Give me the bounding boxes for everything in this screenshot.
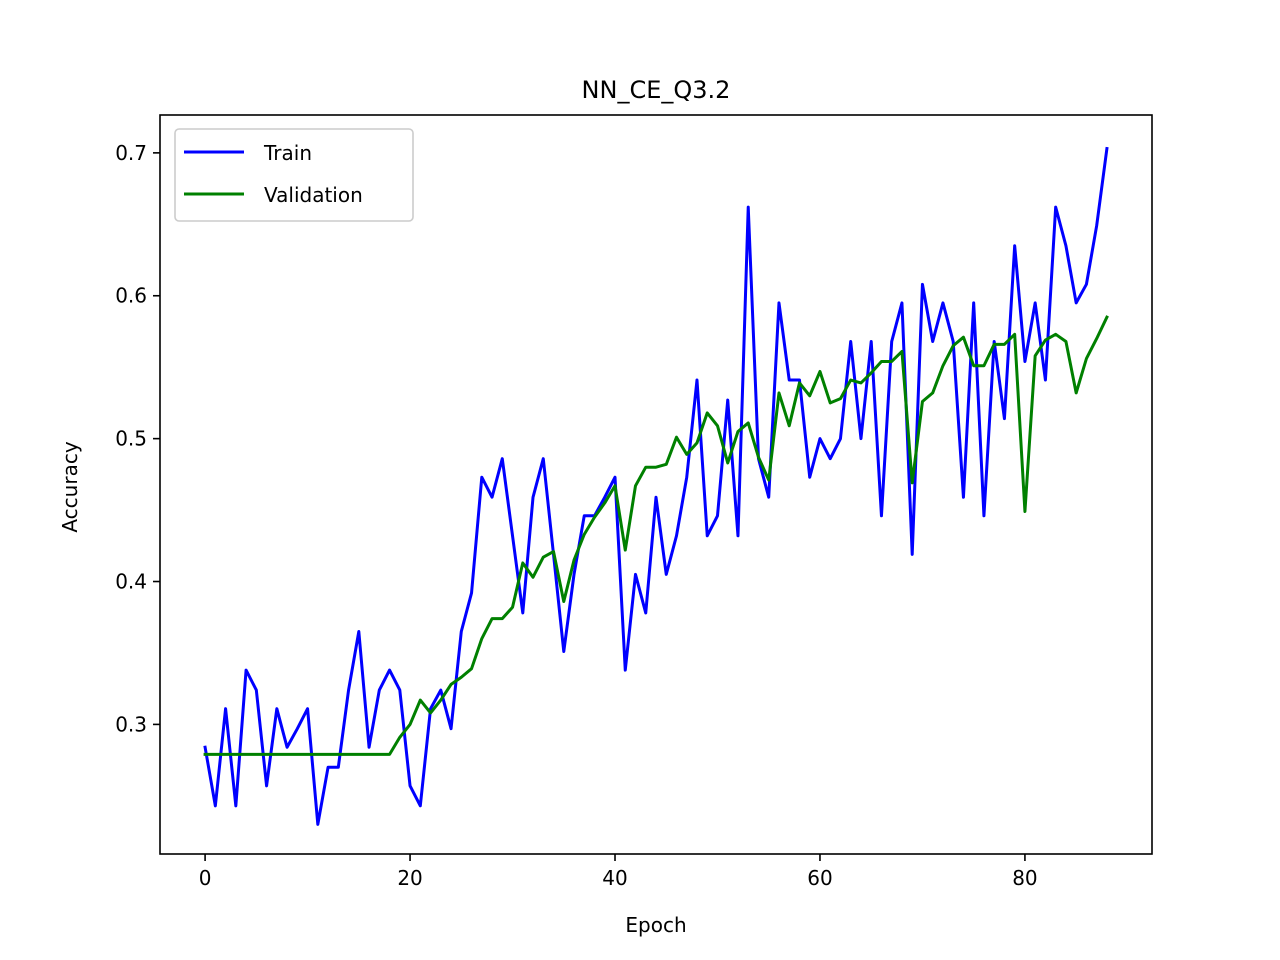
series-line-validation [203,315,1109,756]
x-tick-label: 20 [397,866,422,890]
legend-label-train: Train [263,141,312,165]
y-axis-label: Accuracy [58,441,82,532]
y-tick-label: 0.7 [115,141,147,165]
x-tick-label: 60 [807,866,832,890]
x-tick-label: 40 [602,866,627,890]
axes-frame [159,114,1153,855]
series-line-train [203,146,1109,826]
y-tick-label: 0.5 [115,427,147,451]
x-tick-label: 80 [1012,866,1037,890]
y-tick-label: 0.4 [115,570,147,594]
plot-area [160,115,1152,854]
legend: Train Validation [174,128,414,222]
x-axis-label: Epoch [625,913,686,937]
chart-title: NN_CE_Q3.2 [582,76,731,104]
x-tick-label: 0 [199,866,212,890]
y-tick-label: 0.3 [115,712,147,736]
legend-label-validation: Validation [264,183,363,207]
y-tick-label: 0.6 [115,284,147,308]
